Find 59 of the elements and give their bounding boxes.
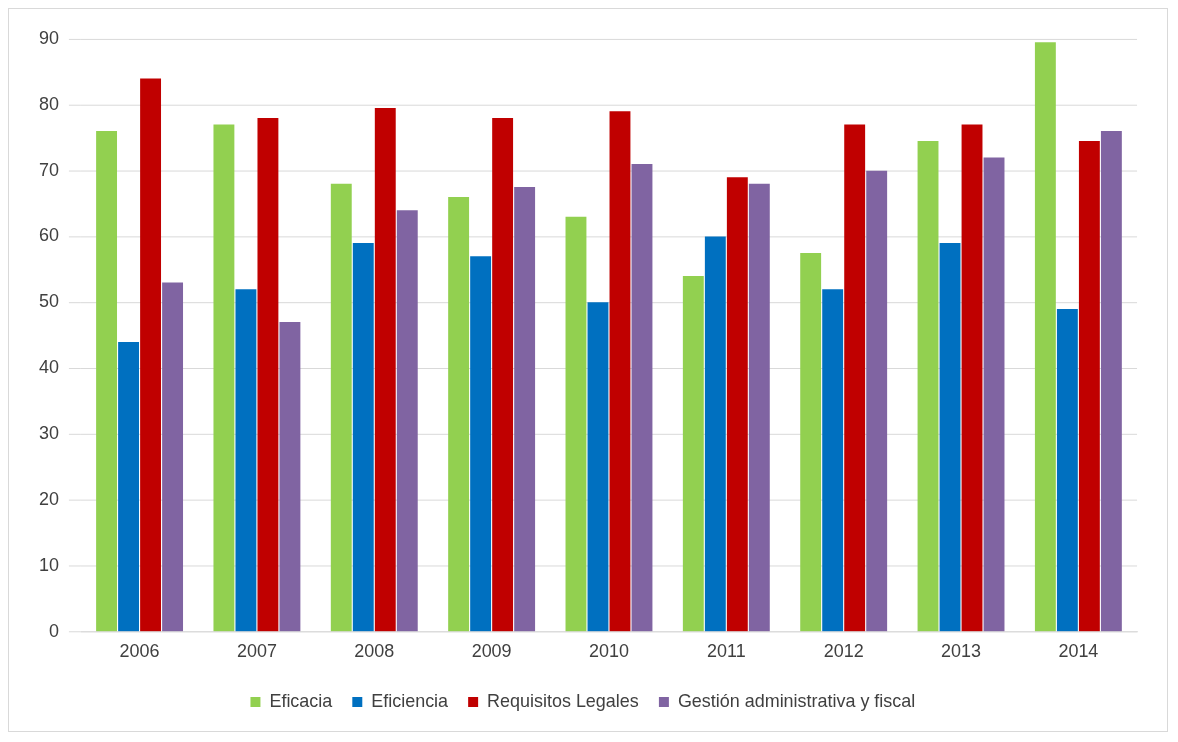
bar (492, 117, 514, 632)
x-tick-label: 2011 (707, 641, 746, 662)
bar (939, 243, 961, 632)
y-tick-label: 50 (38, 291, 59, 312)
bar (587, 302, 609, 632)
bar (682, 276, 704, 632)
bar (96, 131, 118, 632)
bar (352, 243, 374, 632)
legend-label: Eficiencia (371, 691, 449, 712)
bar (118, 341, 140, 632)
bar (514, 187, 536, 632)
x-tick-label: 2014 (1058, 641, 1099, 662)
bar (609, 111, 631, 632)
bar (704, 236, 726, 632)
bar (162, 282, 184, 632)
y-tick-label: 30 (38, 423, 59, 444)
bar (565, 216, 587, 632)
y-tick-label: 20 (38, 488, 59, 509)
x-tick-label: 2010 (589, 641, 629, 662)
bar (961, 124, 983, 632)
y-tick-label: 90 (38, 27, 59, 48)
bar (1100, 131, 1122, 632)
bar (844, 124, 866, 632)
bar (983, 157, 1005, 632)
bar (140, 78, 162, 632)
y-tick-label: 70 (38, 159, 59, 180)
x-tick-label: 2013 (941, 641, 982, 662)
x-tick-label: 2006 (119, 641, 160, 662)
x-tick-label: 2007 (236, 641, 277, 662)
bar (748, 183, 770, 632)
bar (822, 289, 844, 632)
legend-label: Gestión administrativa y fiscal (677, 691, 916, 712)
bar (257, 117, 279, 632)
bar (726, 177, 748, 632)
x-tick-label: 2012 (823, 641, 864, 662)
x-tick-label: 2009 (471, 641, 512, 662)
y-tick-label: 60 (38, 225, 59, 246)
bar (235, 289, 257, 632)
bar (1034, 42, 1056, 632)
legend-label: Eficacia (269, 691, 333, 712)
bar (374, 108, 396, 632)
bar (631, 164, 653, 632)
bar (396, 210, 418, 632)
bar (800, 252, 822, 632)
bar (1056, 308, 1078, 632)
bar (448, 196, 470, 632)
y-tick-label: 40 (38, 357, 59, 378)
y-tick-label: 0 (48, 620, 59, 641)
bar (213, 124, 235, 632)
bar (866, 170, 888, 632)
x-tick-label: 2008 (354, 641, 395, 662)
bar (330, 183, 352, 632)
bar (470, 256, 492, 632)
bar (1078, 141, 1100, 632)
y-tick-label: 80 (38, 93, 59, 114)
bar (917, 141, 939, 632)
bar (279, 322, 301, 632)
legend-label: Requisitos Legales (487, 691, 639, 712)
y-tick-label: 10 (38, 554, 59, 575)
